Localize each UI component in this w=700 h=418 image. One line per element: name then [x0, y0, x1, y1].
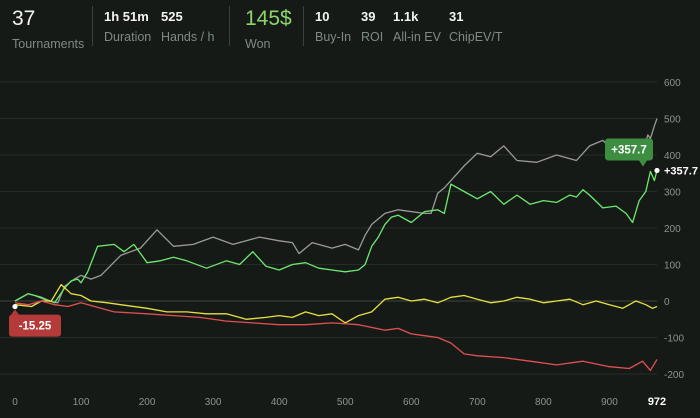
stat-allin-ev: 1.1k All-in EV	[393, 8, 441, 45]
series-line-3	[14, 283, 658, 324]
negative-tag	[9, 314, 61, 337]
x-tick-label: 500	[337, 397, 354, 408]
y-tick-label: 400	[664, 151, 681, 162]
x-tick-label: 972	[648, 396, 666, 408]
stat-duration: 1h 51m Duration	[104, 8, 151, 45]
x-tick-label: 200	[139, 397, 156, 408]
stat-label: ChipEV/T	[449, 30, 503, 44]
y-tick-label: 600	[664, 78, 681, 89]
stat-label: Buy-In	[315, 30, 352, 44]
x-tick-label: 400	[271, 397, 288, 408]
x-tick-label: 600	[403, 397, 420, 408]
marker-dot	[654, 167, 660, 174]
series-line-1	[14, 118, 658, 304]
stats-bar: 37 Tournaments 1h 51m Duration 525 Hands…	[0, 0, 700, 62]
stat-value: 37	[12, 7, 36, 30]
x-tick-label: 800	[535, 397, 552, 408]
x-tick-label: 100	[73, 397, 90, 408]
y-tick-label: 100	[664, 261, 681, 272]
negative-tag-pointer	[11, 309, 19, 315]
stat-value: 525	[161, 9, 183, 24]
edge-value-label: +357.7	[664, 165, 698, 177]
stat-label: Won	[245, 37, 271, 51]
stat-hands-per-hour: 525 Hands / h	[161, 8, 215, 45]
x-tick-label: 900	[601, 397, 618, 408]
y-tick-label: -200	[664, 370, 684, 381]
stat-label: Hands / h	[161, 30, 215, 44]
stat-value: 1.1k	[393, 9, 419, 24]
y-tick-label: -100	[664, 334, 684, 345]
stat-chipev: 31 ChipEV/T	[449, 8, 503, 45]
x-tick-label: 300	[205, 397, 222, 408]
series-line-2	[14, 170, 658, 304]
profit-chart: 600 500 400 300 200 100 0 -100 -200 0 100 200 300 400…	[0, 78, 698, 408]
marker-dot	[12, 303, 18, 310]
stat-value: 31	[449, 9, 464, 24]
positive-tag-pointer	[639, 160, 647, 167]
positive-tag	[605, 138, 653, 161]
stat-won: 145$ Won	[245, 8, 292, 52]
stat-label: All-in EV	[393, 30, 441, 44]
stat-label: Tournaments	[12, 37, 85, 51]
stat-value: 145$	[245, 7, 292, 30]
y-tick-label: 300	[664, 188, 681, 199]
negative-tag-label: -15.25	[19, 321, 52, 333]
stat-label: Duration	[104, 30, 152, 44]
stat-tournaments: 37 Tournaments	[12, 8, 84, 52]
stat-value: 39	[361, 9, 376, 24]
stat-label: ROI	[361, 30, 384, 44]
divider	[92, 6, 93, 46]
stat-buy-in: 10 Buy-In	[315, 8, 351, 45]
y-tick-label: 0	[664, 297, 670, 308]
x-tick-label: 0	[12, 397, 18, 408]
series-line-4	[14, 300, 658, 372]
y-tick-label: 500	[664, 115, 681, 126]
stat-roi: 39 ROI	[361, 8, 383, 45]
y-tick-label: 200	[664, 224, 681, 235]
divider	[303, 6, 304, 46]
stat-value: 10	[315, 9, 330, 24]
positive-tag-label: +357.7	[611, 144, 647, 156]
divider	[229, 6, 230, 46]
x-tick-label: 700	[469, 397, 486, 408]
stat-value: 1h 51m	[104, 9, 149, 24]
